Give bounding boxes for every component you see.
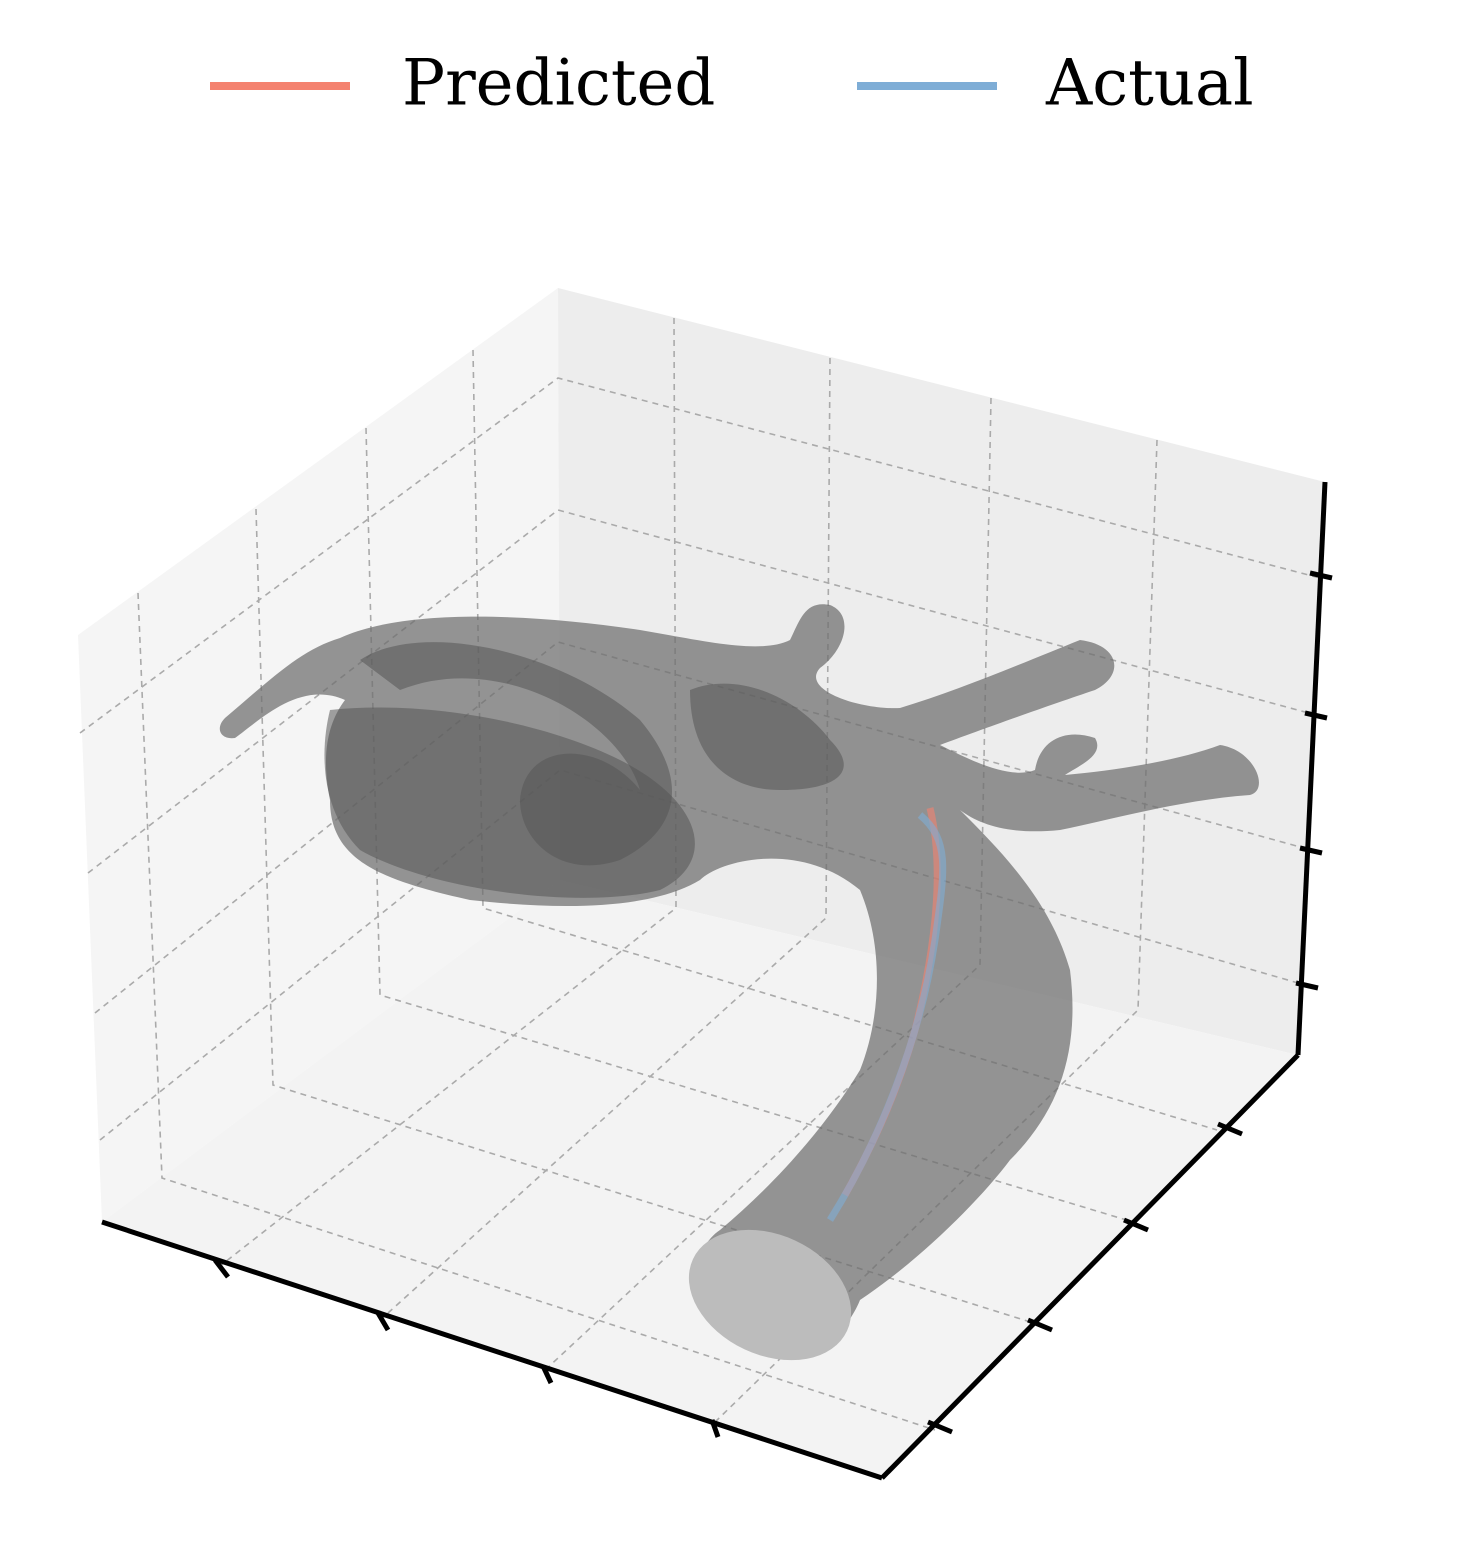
x-axis [101, 1219, 883, 1481]
legend: Predicted Actual [210, 47, 1254, 121]
vessel [219, 604, 1259, 1361]
vessel-opening [688, 1229, 852, 1361]
left-pane [78, 288, 560, 1222]
ticks [213, 570, 1333, 1438]
grid [79, 317, 1321, 1431]
right-pane [558, 288, 1325, 1055]
actual-curve [827, 812, 947, 1222]
legend-label: Predicted [402, 47, 715, 121]
y-axis [880, 1053, 1300, 1480]
legend-label: Actual [1045, 47, 1254, 121]
